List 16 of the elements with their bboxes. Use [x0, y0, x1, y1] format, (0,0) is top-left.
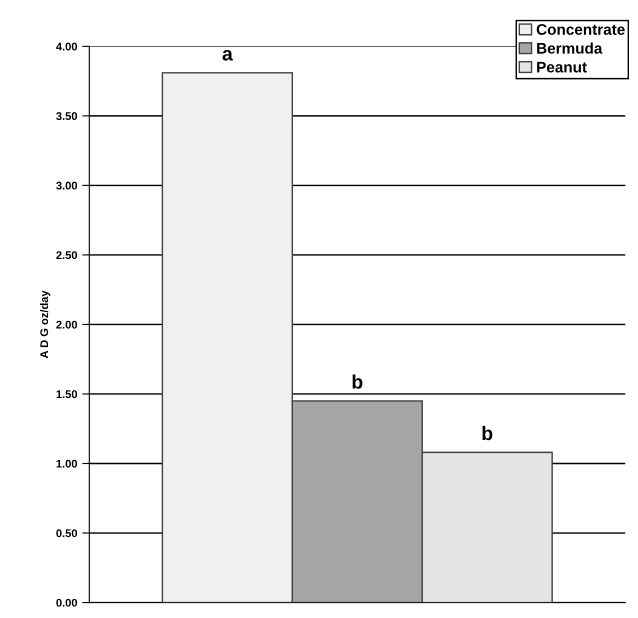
- annotation: b: [482, 426, 492, 440]
- legend-label: Bermuda: [537, 42, 602, 54]
- y-tick-label: 3.00: [56, 182, 78, 190]
- annotation: b: [352, 374, 362, 389]
- legend-label: Peanut: [537, 62, 587, 73]
- y-tick-label: 1.00: [56, 460, 78, 468]
- y-tick-label: 3.50: [56, 112, 78, 120]
- y-tick-label: 2.00: [56, 320, 78, 329]
- annotation: a: [222, 50, 233, 61]
- y-tick-label: 2.50: [56, 251, 78, 260]
- y-axis-title: A D G oz/day: [40, 290, 50, 358]
- legend-label: Concentrate: [536, 24, 625, 35]
- y-tick-label: 0.00: [56, 598, 78, 607]
- y-tick-label: 0.50: [56, 529, 78, 538]
- y-tick-label: 1.50: [56, 390, 78, 398]
- y-tick-label: 4.00: [56, 42, 78, 50]
